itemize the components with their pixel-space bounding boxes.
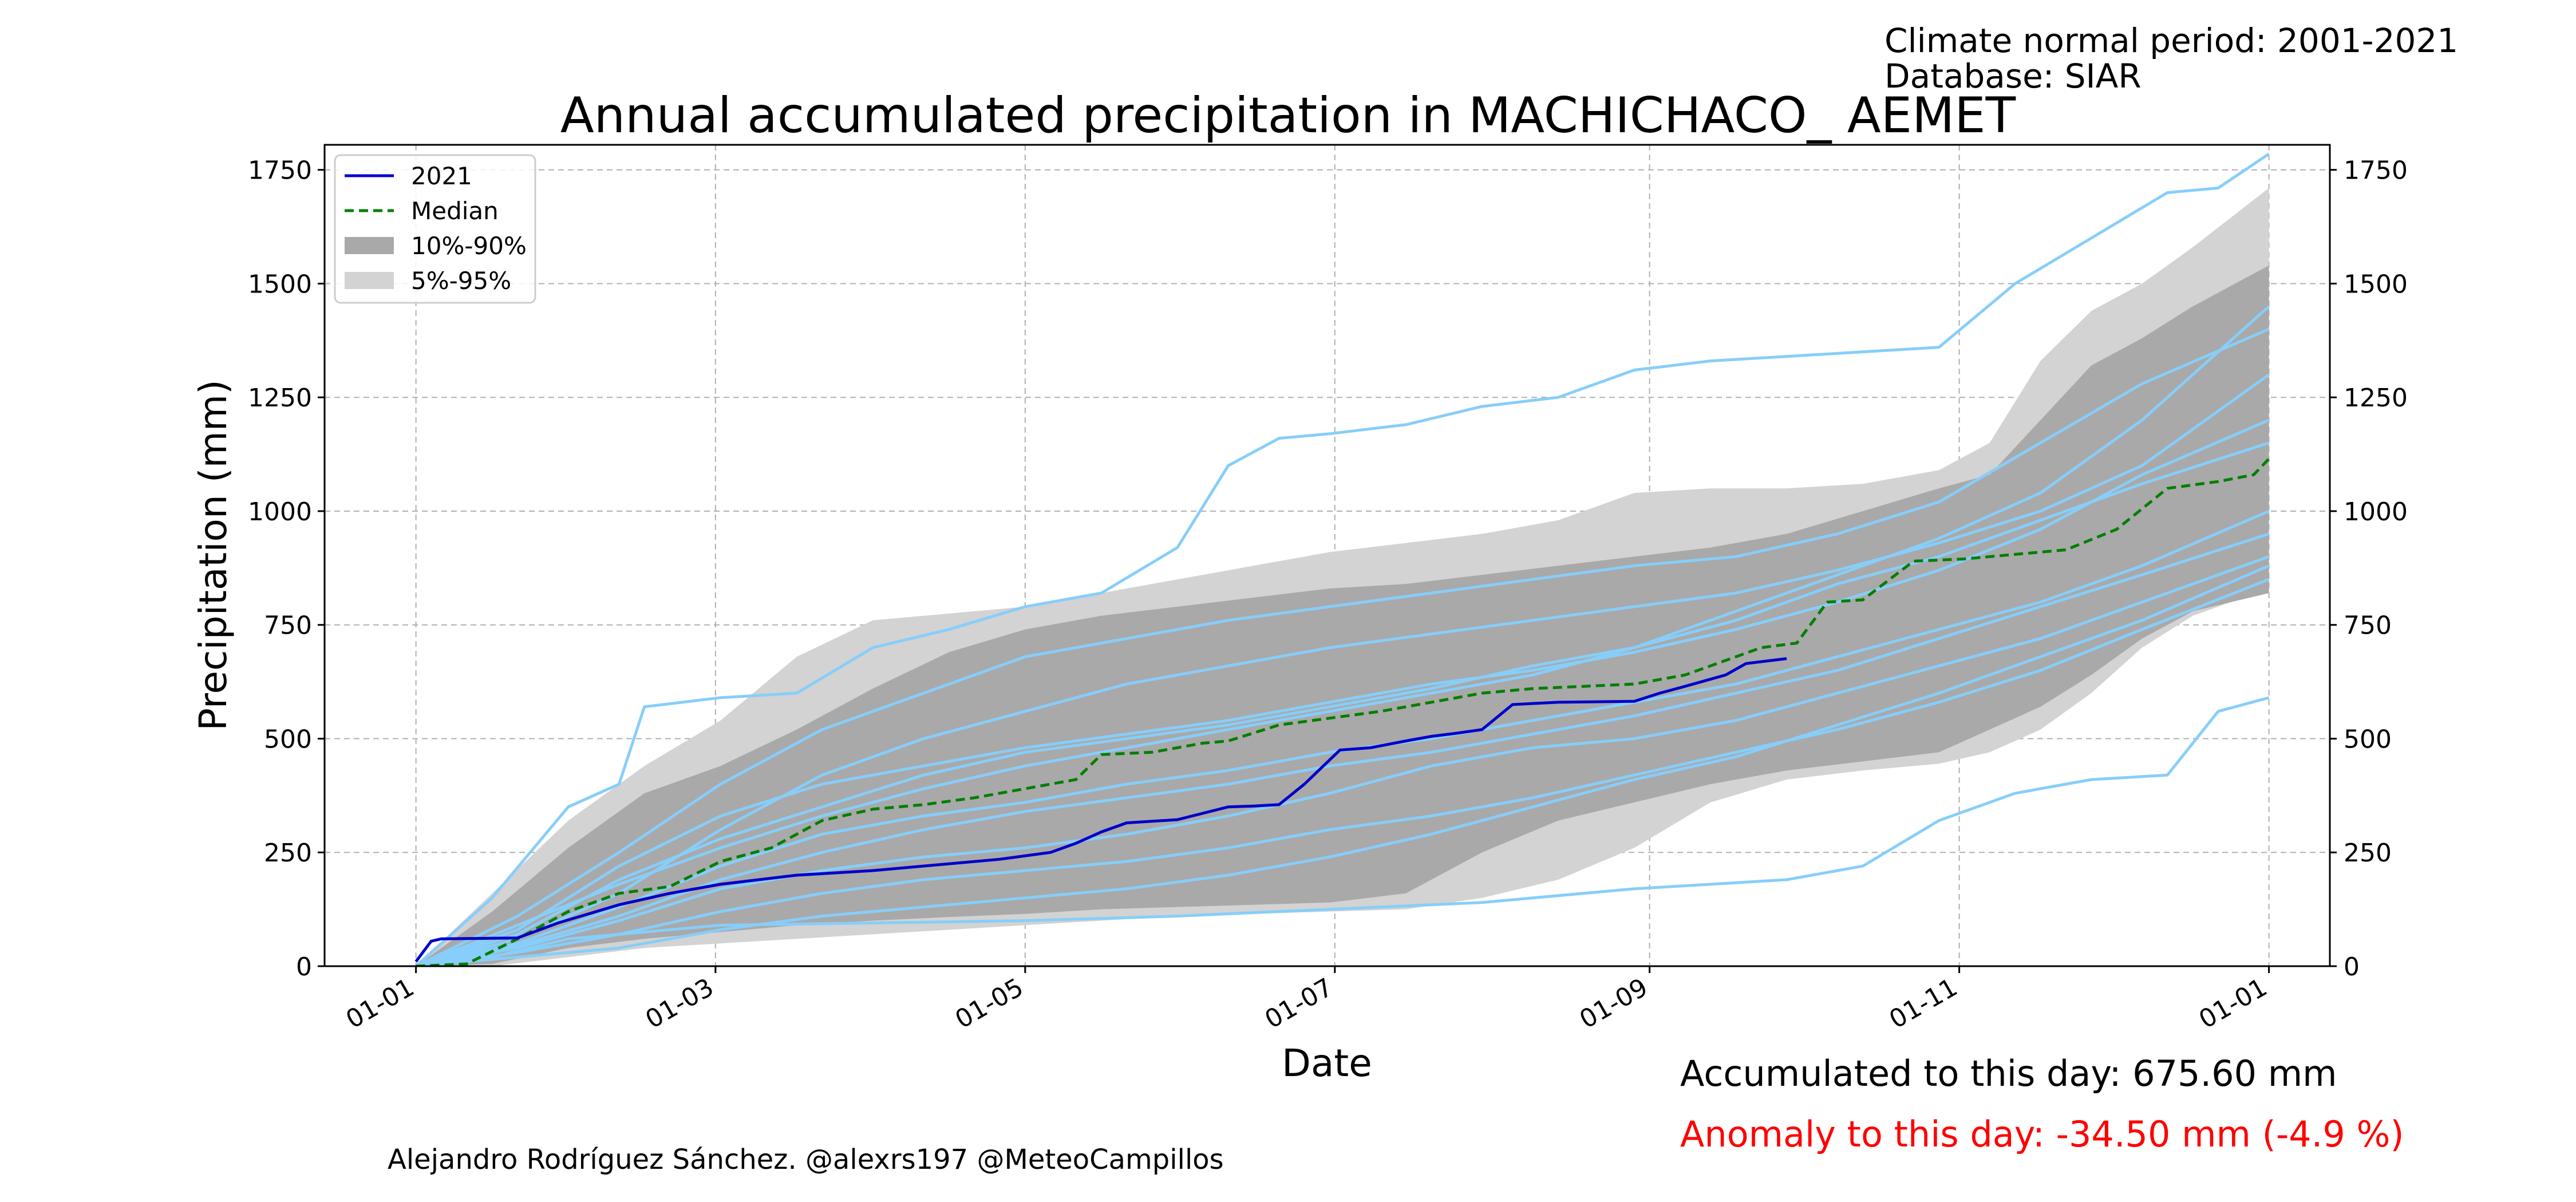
y-tick-label-left-2: 500 (264, 725, 312, 754)
year-line-3 (416, 555, 2270, 966)
database-text: Database: SIAR (1884, 57, 2142, 96)
x-tick-label-1: 01-03 (641, 972, 718, 1034)
legend-box (334, 154, 536, 304)
legend: 2021 Median 10%-90% 5%-95% (334, 154, 536, 304)
x-tick-label-6: 01-01 (2194, 972, 2272, 1034)
legend-label-3: 5%-95% (411, 267, 511, 295)
y-tick-label-right-7: 1750 (2344, 156, 2408, 185)
year-line-8 (415, 327, 2270, 966)
year-line-1 (416, 696, 2270, 966)
y-tick-label-left-4: 1000 (248, 497, 312, 527)
y-tick-label-left-0: 0 (296, 952, 312, 982)
year-line-11 (416, 532, 2270, 966)
x-tick-label-2: 01-05 (950, 972, 1028, 1034)
y-tick-label-right-0: 0 (2344, 952, 2360, 982)
data-layer (414, 152, 2270, 966)
accumulated-text: Accumulated to this day: 675.60 mm (1680, 1053, 2337, 1094)
legend-label-2: 10%-90% (411, 232, 527, 260)
x-tick-label-0: 01-01 (341, 972, 419, 1034)
individual-years-group (414, 152, 2270, 966)
y-tick-label-left-3: 750 (264, 611, 312, 640)
y-tick-label-left-6: 1500 (248, 270, 312, 299)
year-line-0 (414, 152, 2270, 966)
plot-frame (323, 144, 2331, 967)
y-tick-label-left-5: 1250 (248, 383, 312, 413)
legend-swatch-2 (345, 237, 394, 254)
y-tick-label-right-1: 250 (2344, 839, 2392, 868)
x-axis-label: Date (1282, 1041, 1372, 1085)
author-credit: Alejandro Rodríguez Sánchez. @alexrs197 … (388, 1144, 1224, 1176)
x-tick-label-5: 01-11 (1884, 972, 1962, 1034)
legend-label-0: 2021 (411, 162, 472, 190)
year-line-9 (416, 564, 2270, 966)
x-tick-label-4: 01-09 (1575, 972, 1653, 1034)
year-line-2 (415, 305, 2270, 966)
y-tick-label-left-7: 1750 (248, 156, 312, 185)
climate-period-text: Climate normal period: 2001-2021 (1884, 21, 2459, 60)
y-tick-label-right-5: 1250 (2344, 383, 2408, 413)
y-tick-label-right-3: 750 (2344, 611, 2392, 640)
y-tick-label-right-2: 500 (2344, 725, 2392, 754)
year-line-4 (415, 373, 2270, 966)
year-line-5 (416, 578, 2270, 966)
anomaly-text: Anomaly to this day: -34.50 mm (-4.9 %) (1680, 1113, 2404, 1155)
year-line-6 (415, 418, 2270, 966)
legend-label-1: Median (411, 197, 499, 225)
y-tick-label-right-6: 1500 (2344, 270, 2408, 299)
y-axis-label: Precipitation (mm) (191, 379, 235, 731)
median-line (416, 457, 2270, 966)
current-year-line (414, 657, 1787, 963)
series-group (414, 457, 2270, 966)
y-tick-label-right-4: 1000 (2344, 497, 2408, 527)
x-tick-label-3: 01-07 (1260, 972, 1338, 1034)
band-10-90-group (416, 265, 2269, 966)
year-line-7 (416, 509, 2270, 966)
legend-swatch-3 (345, 272, 394, 289)
chart-title: Annual accumulated precipitation in MACH… (560, 87, 2016, 144)
y-tick-label-left-1: 250 (264, 839, 312, 868)
year-line-10 (415, 441, 2270, 966)
band-10-90 (416, 265, 2269, 966)
